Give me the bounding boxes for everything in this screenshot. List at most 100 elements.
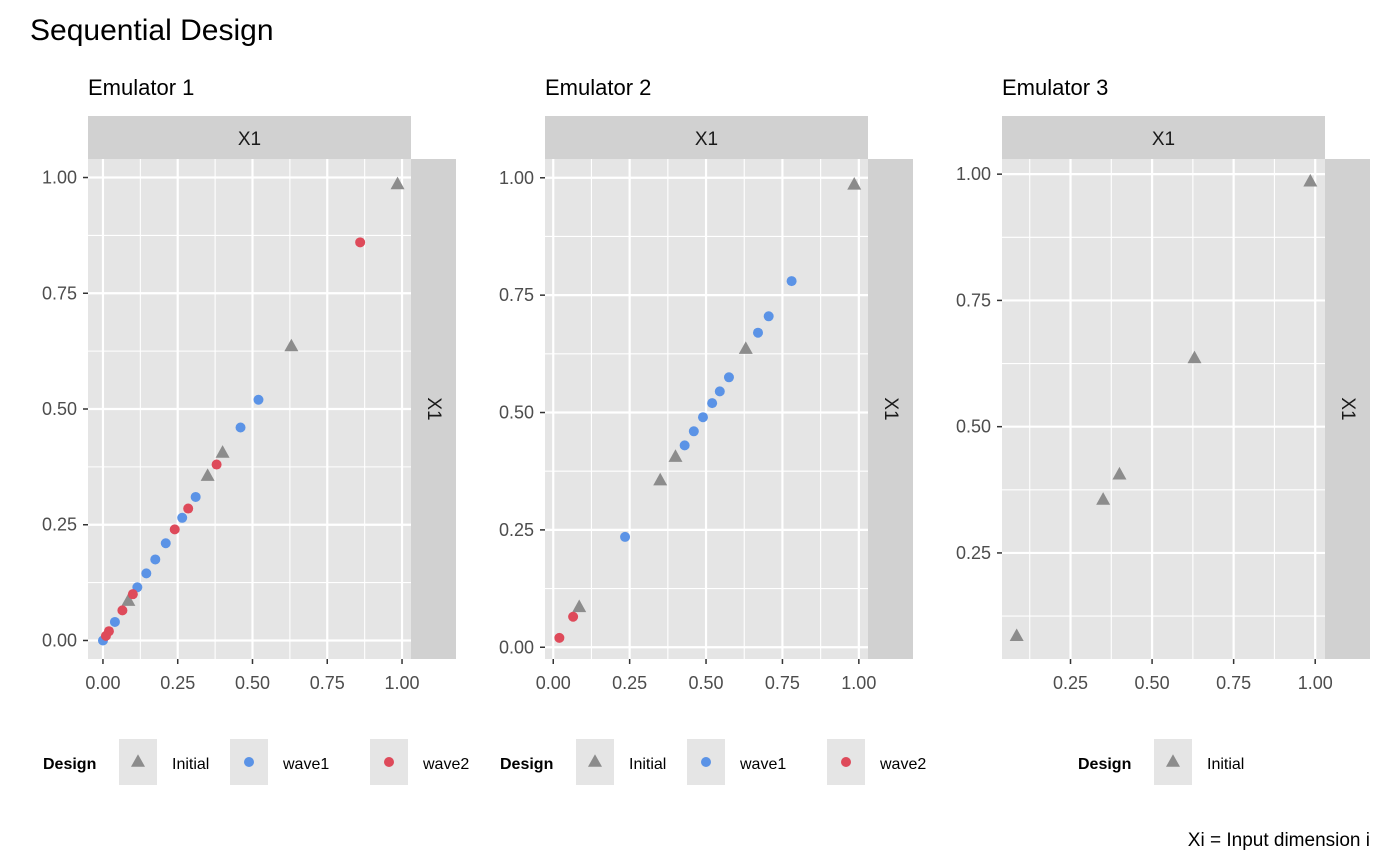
point-wave1 bbox=[109, 616, 120, 627]
facet-strip-top bbox=[88, 116, 411, 159]
figure-caption: Xi = Input dimension i bbox=[1188, 830, 1370, 851]
facet-strip-top bbox=[545, 116, 868, 159]
legend-title: Design bbox=[1078, 756, 1131, 773]
facet-strip-top-label: X1 bbox=[695, 129, 718, 150]
point-initial bbox=[1009, 628, 1024, 642]
legend-symbol-wave1 bbox=[244, 757, 254, 767]
x-tick-label: 1.00 bbox=[1298, 673, 1333, 693]
facet-strip-right bbox=[1325, 159, 1370, 659]
point-wave1 bbox=[752, 327, 763, 338]
point-wave1 bbox=[763, 311, 774, 322]
legend-label: wave1 bbox=[282, 756, 329, 773]
y-tick-label: 0.00 bbox=[42, 630, 77, 650]
legend-symbol-wave2 bbox=[384, 757, 394, 767]
point-wave2 bbox=[568, 611, 579, 622]
point-initial bbox=[1112, 466, 1127, 480]
facet-strip-right-label: X1 bbox=[880, 397, 901, 420]
x-tick-label: 0.75 bbox=[1216, 673, 1251, 693]
point-wave2 bbox=[355, 237, 366, 248]
point-wave2 bbox=[554, 632, 565, 643]
legend-label: Initial bbox=[629, 756, 666, 773]
point-wave2 bbox=[211, 459, 222, 470]
facet-strip-right-label: X1 bbox=[423, 397, 444, 420]
point-initial bbox=[653, 472, 668, 486]
point-wave2 bbox=[117, 605, 128, 616]
emulator-panel-1: Emulator 1 X1 X1 0.00 0.25 0.50 0.75 1.00 0.00 0.… bbox=[42, 75, 469, 785]
x-tick-label: 0.50 bbox=[1135, 673, 1170, 693]
point-initial bbox=[284, 338, 299, 352]
x-tick-label: 0.50 bbox=[235, 673, 270, 693]
point-initial bbox=[668, 449, 683, 462]
point-wave1 bbox=[697, 412, 708, 423]
point-wave1 bbox=[253, 394, 264, 405]
legend-symbol-initial bbox=[588, 754, 602, 767]
y-tick-label: 1.00 bbox=[956, 164, 991, 184]
legend-label: wave2 bbox=[422, 756, 469, 773]
legend-symbol-initial bbox=[131, 754, 145, 767]
point-wave1 bbox=[723, 372, 734, 383]
point-wave2 bbox=[127, 589, 138, 600]
legend-label: wave1 bbox=[739, 756, 786, 773]
point-initial bbox=[1096, 492, 1111, 505]
point-wave1 bbox=[160, 538, 171, 549]
point-initial bbox=[215, 445, 230, 458]
legend-symbol-initial bbox=[1166, 754, 1180, 767]
facet-strip-right bbox=[868, 159, 913, 659]
point-wave1 bbox=[141, 568, 152, 579]
point-wave1 bbox=[620, 531, 631, 542]
legend-title: Design bbox=[43, 756, 96, 773]
point-wave1 bbox=[688, 426, 699, 437]
x-tick-label: 1.00 bbox=[841, 673, 876, 693]
legend-title: Design bbox=[500, 756, 553, 773]
facet-strip-right-label: X1 bbox=[1337, 397, 1358, 420]
emulator-panel-3: Emulator 3 X1 X1 0.25 0.50 0.75 1.00 0.25 0.50 0.… bbox=[956, 75, 1370, 785]
x-tick-label: 0.75 bbox=[765, 673, 800, 693]
x-tick-label: 0.25 bbox=[160, 673, 195, 693]
facet-strip-top-label: X1 bbox=[238, 129, 261, 150]
y-tick-label: 0.50 bbox=[499, 403, 534, 423]
point-wave1 bbox=[177, 512, 188, 523]
point-wave1 bbox=[235, 422, 246, 433]
point-initial bbox=[1187, 350, 1202, 364]
point-wave2 bbox=[183, 503, 194, 514]
y-tick-label: 0.25 bbox=[956, 543, 991, 563]
panel-subtitle: Emulator 3 bbox=[1002, 75, 1108, 100]
point-wave1 bbox=[190, 491, 201, 502]
plot-panel bbox=[1002, 159, 1325, 659]
x-tick-label: 0.75 bbox=[310, 673, 345, 693]
point-initial bbox=[738, 341, 753, 354]
legend: Design Initial wave1 wave2 bbox=[43, 739, 469, 785]
legend-label: Initial bbox=[172, 756, 209, 773]
point-initial bbox=[847, 177, 862, 190]
point-wave2 bbox=[169, 524, 180, 535]
legend-symbol-wave1 bbox=[701, 757, 711, 767]
x-tick-label: 0.25 bbox=[612, 673, 647, 693]
point-wave1 bbox=[679, 440, 690, 451]
y-tick-label: 1.00 bbox=[42, 168, 77, 188]
facet-strip-top-label: X1 bbox=[1152, 129, 1175, 150]
y-tick-label: 0.25 bbox=[499, 520, 534, 540]
x-tick-label: 0.50 bbox=[689, 673, 724, 693]
panel-subtitle: Emulator 2 bbox=[545, 75, 651, 100]
point-initial bbox=[200, 468, 215, 481]
x-tick-label: 0.25 bbox=[1053, 673, 1088, 693]
legend: Design Initial wave1 wave2 bbox=[500, 739, 926, 785]
facet-strip-right bbox=[411, 159, 456, 659]
y-tick-label: 1.00 bbox=[499, 168, 534, 188]
y-tick-label: 0.75 bbox=[42, 283, 77, 303]
y-tick-label: 0.50 bbox=[956, 417, 991, 437]
x-tick-label: 1.00 bbox=[385, 673, 420, 693]
y-tick-label: 0.75 bbox=[499, 285, 534, 305]
point-wave1 bbox=[150, 554, 161, 565]
point-wave1 bbox=[707, 398, 718, 409]
facet-strip-top bbox=[1002, 116, 1325, 159]
point-initial bbox=[572, 599, 587, 613]
panel-subtitle: Emulator 1 bbox=[88, 75, 194, 100]
panels-group: Emulator 1 X1 X1 0.00 0.25 0.50 0.75 1.00 0.00 0.… bbox=[42, 75, 1370, 785]
y-tick-label: 0.00 bbox=[499, 637, 534, 657]
y-tick-label: 0.50 bbox=[42, 399, 77, 419]
legend-label: Initial bbox=[1207, 756, 1244, 773]
point-initial bbox=[1303, 173, 1318, 187]
x-tick-label: 0.00 bbox=[85, 673, 120, 693]
